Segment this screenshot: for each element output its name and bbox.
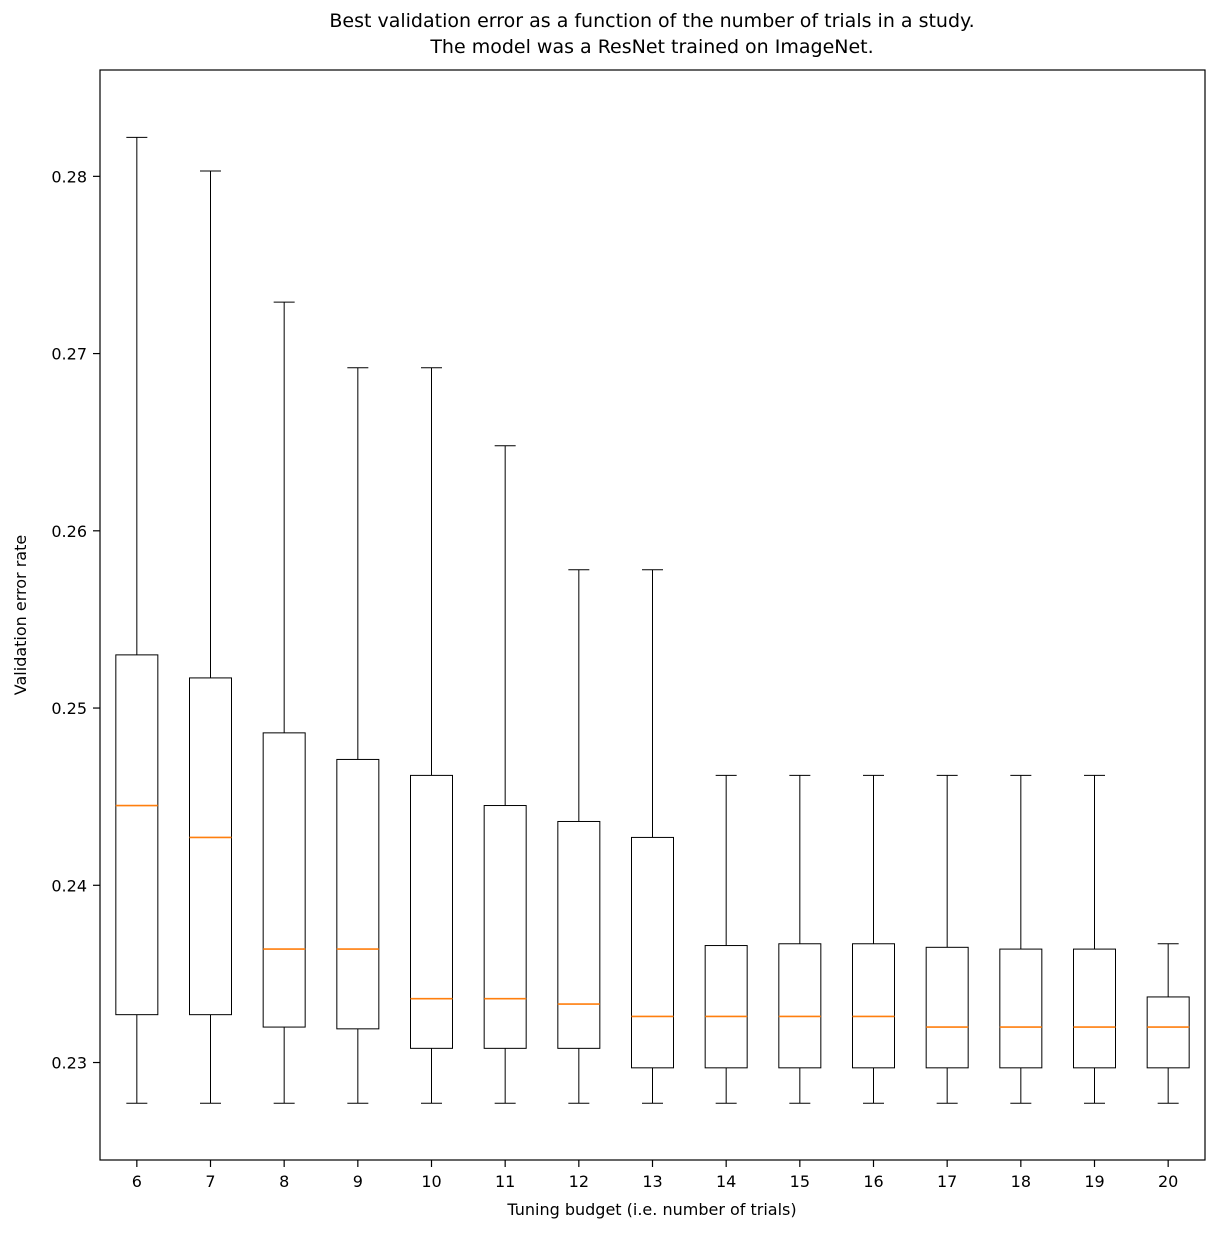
x-tick-label: 7 — [205, 1172, 215, 1191]
y-tick-label: 0.25 — [51, 699, 87, 718]
box-9 — [336, 367, 380, 1104]
box-11 — [483, 445, 527, 1104]
y-tick-label: 0.23 — [51, 1054, 87, 1073]
chart-title-line2: The model was a ResNet trained on ImageN… — [429, 36, 873, 58]
y-tick-label: 0.28 — [51, 167, 87, 186]
x-tick-label: 13 — [642, 1172, 662, 1191]
box-12 — [557, 569, 601, 1104]
x-tick-label: 8 — [279, 1172, 289, 1191]
iqr-box — [852, 943, 895, 1069]
iqr-box — [999, 948, 1043, 1069]
box-16 — [852, 774, 895, 1104]
x-tick-label: 16 — [863, 1172, 883, 1191]
box-19 — [1073, 774, 1116, 1104]
iqr-box — [115, 654, 159, 1016]
x-tick-label: 17 — [937, 1172, 957, 1191]
box-10 — [410, 367, 453, 1104]
y-tick-label: 0.24 — [51, 876, 87, 895]
iqr-box — [631, 836, 674, 1069]
chart-title-line1: Best validation error as a function of t… — [329, 10, 974, 32]
x-tick-label: 18 — [1011, 1172, 1031, 1191]
iqr-box — [410, 774, 453, 1049]
box-6 — [115, 136, 159, 1104]
x-tick-label: 11 — [495, 1172, 515, 1191]
x-tick-label: 9 — [353, 1172, 363, 1191]
iqr-box — [483, 805, 527, 1049]
x-tick-label: 15 — [790, 1172, 810, 1191]
y-tick-label: 0.26 — [51, 522, 87, 541]
box-7 — [189, 170, 232, 1104]
iqr-box — [336, 758, 380, 1030]
iqr-box — [262, 732, 306, 1028]
x-tick-label: 10 — [421, 1172, 441, 1191]
box-20 — [1146, 943, 1190, 1104]
iqr-box — [778, 943, 822, 1069]
iqr-box — [925, 946, 969, 1069]
box-14 — [704, 774, 748, 1104]
box-17 — [925, 774, 969, 1104]
x-tick-label: 14 — [716, 1172, 736, 1191]
iqr-box — [189, 677, 232, 1016]
iqr-box — [704, 945, 748, 1069]
x-tick-label: 19 — [1084, 1172, 1104, 1191]
box-8 — [262, 301, 306, 1104]
y-tick-label: 0.27 — [51, 345, 87, 364]
x-tick-label: 12 — [569, 1172, 589, 1191]
x-tick-label: 20 — [1158, 1172, 1178, 1191]
iqr-box — [1073, 948, 1116, 1069]
x-axis-label: Tuning budget (i.e. number of trials) — [506, 1200, 796, 1219]
box-13 — [631, 569, 674, 1104]
box-18 — [999, 774, 1043, 1104]
x-tick-label: 6 — [132, 1172, 142, 1191]
iqr-box — [557, 820, 601, 1049]
y-axis-label: Validation error rate — [11, 535, 30, 695]
iqr-box — [1146, 996, 1190, 1069]
box-15 — [778, 774, 822, 1104]
plot-area: 0.23 0.24 0.25 0.26 0.27 0.28 6 7 8 9 10 11 12 13 14 15… — [51, 69, 1206, 1191]
